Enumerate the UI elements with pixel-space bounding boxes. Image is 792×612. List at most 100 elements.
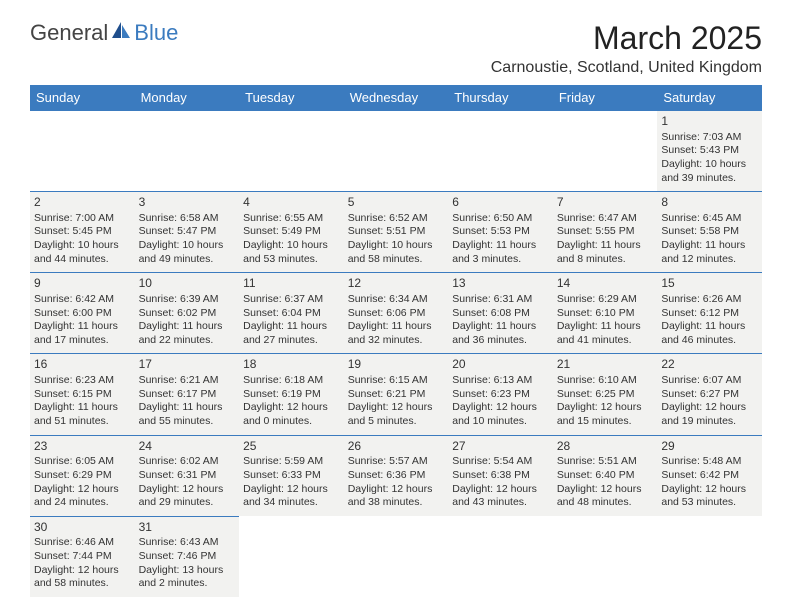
daylight-text: Daylight: 11 hours — [139, 320, 236, 334]
day-number: 1 — [661, 114, 758, 130]
sunrise-text: Sunrise: 6:55 AM — [243, 212, 340, 226]
logo-text-1: General — [30, 20, 108, 46]
sunrise-text: Sunrise: 6:21 AM — [139, 374, 236, 388]
empty-cell — [239, 111, 344, 192]
sunset-text: Sunset: 5:51 PM — [348, 225, 445, 239]
day-cell: 20Sunrise: 6:13 AMSunset: 6:23 PMDayligh… — [448, 354, 553, 435]
daylight-text: Daylight: 12 hours — [661, 483, 758, 497]
daylight-text: and 0 minutes. — [243, 415, 340, 429]
day-number: 7 — [557, 195, 654, 211]
empty-cell — [448, 516, 553, 597]
daylight-text: and 55 minutes. — [139, 415, 236, 429]
daylight-text: Daylight: 11 hours — [452, 239, 549, 253]
sunset-text: Sunset: 6:29 PM — [34, 469, 131, 483]
calendar-row: 9Sunrise: 6:42 AMSunset: 6:00 PMDaylight… — [30, 273, 762, 354]
daylight-text: Daylight: 12 hours — [139, 483, 236, 497]
sunset-text: Sunset: 5:55 PM — [557, 225, 654, 239]
day-cell: 7Sunrise: 6:47 AMSunset: 5:55 PMDaylight… — [553, 192, 658, 273]
empty-cell — [135, 111, 240, 192]
daylight-text: and 34 minutes. — [243, 496, 340, 510]
day-cell: 31Sunrise: 6:43 AMSunset: 7:46 PMDayligh… — [135, 516, 240, 597]
sunset-text: Sunset: 6:10 PM — [557, 307, 654, 321]
day-number: 10 — [139, 276, 236, 292]
daylight-text: and 24 minutes. — [34, 496, 131, 510]
sunset-text: Sunset: 6:19 PM — [243, 388, 340, 402]
empty-cell — [553, 516, 658, 597]
daylight-text: Daylight: 13 hours — [139, 564, 236, 578]
empty-cell — [344, 111, 449, 192]
day-cell: 5Sunrise: 6:52 AMSunset: 5:51 PMDaylight… — [344, 192, 449, 273]
day-cell: 28Sunrise: 5:51 AMSunset: 6:40 PMDayligh… — [553, 435, 658, 516]
sunset-text: Sunset: 6:08 PM — [452, 307, 549, 321]
day-number: 3 — [139, 195, 236, 211]
day-number: 11 — [243, 276, 340, 292]
calendar-row: 16Sunrise: 6:23 AMSunset: 6:15 PMDayligh… — [30, 354, 762, 435]
empty-cell — [657, 516, 762, 597]
sunrise-text: Sunrise: 6:34 AM — [348, 293, 445, 307]
sunset-text: Sunset: 6:25 PM — [557, 388, 654, 402]
empty-cell — [239, 516, 344, 597]
sunset-text: Sunset: 5:49 PM — [243, 225, 340, 239]
daylight-text: Daylight: 11 hours — [557, 239, 654, 253]
day-header: Tuesday — [239, 85, 344, 111]
daylight-text: and 15 minutes. — [557, 415, 654, 429]
day-cell: 8Sunrise: 6:45 AMSunset: 5:58 PMDaylight… — [657, 192, 762, 273]
sunset-text: Sunset: 7:46 PM — [139, 550, 236, 564]
daylight-text: and 46 minutes. — [661, 334, 758, 348]
sunset-text: Sunset: 6:15 PM — [34, 388, 131, 402]
day-number: 31 — [139, 520, 236, 536]
sunrise-text: Sunrise: 5:51 AM — [557, 455, 654, 469]
sunrise-text: Sunrise: 7:00 AM — [34, 212, 131, 226]
sunset-text: Sunset: 6:06 PM — [348, 307, 445, 321]
sunrise-text: Sunrise: 5:54 AM — [452, 455, 549, 469]
daylight-text: and 58 minutes. — [34, 577, 131, 591]
daylight-text: and 58 minutes. — [348, 253, 445, 267]
sunrise-text: Sunrise: 6:10 AM — [557, 374, 654, 388]
sunrise-text: Sunrise: 6:31 AM — [452, 293, 549, 307]
day-number: 12 — [348, 276, 445, 292]
sunset-text: Sunset: 6:36 PM — [348, 469, 445, 483]
day-cell: 24Sunrise: 6:02 AMSunset: 6:31 PMDayligh… — [135, 435, 240, 516]
sunrise-text: Sunrise: 6:18 AM — [243, 374, 340, 388]
sunset-text: Sunset: 6:33 PM — [243, 469, 340, 483]
day-number: 16 — [34, 357, 131, 373]
day-number: 9 — [34, 276, 131, 292]
daylight-text: Daylight: 10 hours — [348, 239, 445, 253]
daylight-text: and 43 minutes. — [452, 496, 549, 510]
day-header: Saturday — [657, 85, 762, 111]
empty-cell — [30, 111, 135, 192]
daylight-text: Daylight: 12 hours — [243, 401, 340, 415]
sunrise-text: Sunrise: 6:02 AM — [139, 455, 236, 469]
day-cell: 10Sunrise: 6:39 AMSunset: 6:02 PMDayligh… — [135, 273, 240, 354]
day-cell: 30Sunrise: 6:46 AMSunset: 7:44 PMDayligh… — [30, 516, 135, 597]
daylight-text: Daylight: 12 hours — [452, 483, 549, 497]
day-number: 27 — [452, 439, 549, 455]
sunrise-text: Sunrise: 6:29 AM — [557, 293, 654, 307]
day-number: 18 — [243, 357, 340, 373]
daylight-text: Daylight: 11 hours — [557, 320, 654, 334]
daylight-text: and 5 minutes. — [348, 415, 445, 429]
daylight-text: and 51 minutes. — [34, 415, 131, 429]
title-block: March 2025 Carnoustie, Scotland, United … — [491, 20, 762, 77]
daylight-text: and 39 minutes. — [661, 172, 758, 186]
sunrise-text: Sunrise: 5:48 AM — [661, 455, 758, 469]
empty-cell — [448, 111, 553, 192]
sunset-text: Sunset: 5:53 PM — [452, 225, 549, 239]
sunrise-text: Sunrise: 5:59 AM — [243, 455, 340, 469]
daylight-text: Daylight: 12 hours — [34, 483, 131, 497]
sunrise-text: Sunrise: 6:47 AM — [557, 212, 654, 226]
daylight-text: and 29 minutes. — [139, 496, 236, 510]
day-cell: 6Sunrise: 6:50 AMSunset: 5:53 PMDaylight… — [448, 192, 553, 273]
day-header: Friday — [553, 85, 658, 111]
sunset-text: Sunset: 6:02 PM — [139, 307, 236, 321]
day-cell: 15Sunrise: 6:26 AMSunset: 6:12 PMDayligh… — [657, 273, 762, 354]
daylight-text: Daylight: 12 hours — [243, 483, 340, 497]
day-number: 23 — [34, 439, 131, 455]
day-number: 6 — [452, 195, 549, 211]
daylight-text: and 17 minutes. — [34, 334, 131, 348]
day-header: Wednesday — [344, 85, 449, 111]
logo-text-2: Blue — [134, 20, 178, 46]
day-number: 21 — [557, 357, 654, 373]
sunset-text: Sunset: 6:40 PM — [557, 469, 654, 483]
sunrise-text: Sunrise: 5:57 AM — [348, 455, 445, 469]
